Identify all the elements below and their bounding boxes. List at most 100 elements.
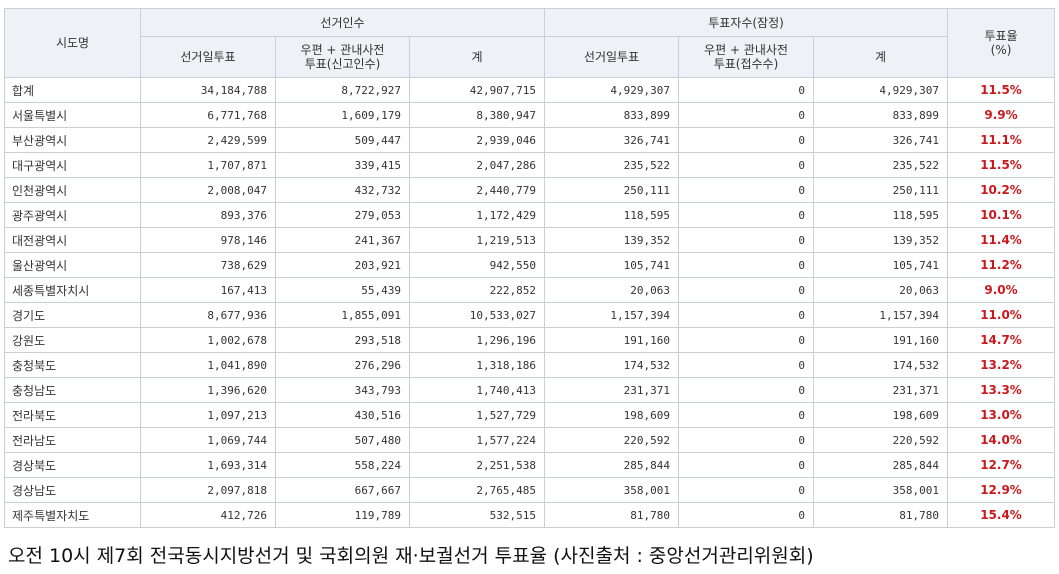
turnout-election-day-header: 선거일투표 — [544, 36, 680, 78]
electorate-postal-cell: 1,855,091 — [275, 302, 410, 328]
turnout-group-header: 투표자수(잠정) — [544, 8, 949, 37]
table-row: 경기도 8,677,936 1,855,091 10,533,027 1,157,394… — [4, 302, 1056, 328]
electorate-election-day-cell: 1,041,890 — [140, 352, 276, 378]
region-cell: 합계 — [4, 77, 141, 103]
electorate-total-cell: 2,939,046 — [408, 127, 546, 153]
turnout-postal-cell: 0 — [678, 102, 815, 128]
turnout-postal-cell: 0 — [678, 452, 815, 478]
turnout-election-day-cell: 833,899 — [544, 102, 680, 128]
turnout-total-cell: 358,001 — [813, 477, 949, 503]
electorate-election-day-cell: 167,413 — [140, 277, 276, 303]
electorate-election-day-cell: 1,707,871 — [140, 152, 276, 178]
electorate-total-cell: 942,550 — [408, 252, 546, 278]
electorate-group-header: 선거인수 — [139, 8, 546, 37]
electorate-election-day-cell: 978,146 — [140, 227, 276, 253]
turnout-total-cell: 198,609 — [813, 402, 949, 428]
region-cell: 전라남도 — [4, 427, 141, 453]
turnout-total-cell: 235,522 — [813, 152, 949, 178]
electorate-total-cell: 8,380,947 — [408, 102, 546, 128]
region-cell: 대전광역시 — [4, 227, 141, 253]
table-row: 합계 34,184,788 8,722,927 42,907,715 4,929,307… — [4, 77, 1056, 103]
turnout-postal-cell: 0 — [678, 352, 815, 378]
electorate-election-day-cell: 34,184,788 — [140, 77, 276, 103]
electorate-total-cell: 1,577,224 — [408, 427, 546, 453]
turnout-postal-cell: 0 — [678, 377, 815, 403]
electorate-postal-cell: 8,722,927 — [275, 77, 410, 103]
region-cell: 대구광역시 — [4, 152, 141, 178]
region-cell: 경기도 — [4, 302, 141, 328]
turnout-total-cell: 231,371 — [813, 377, 949, 403]
rate-header-line2: (%) — [990, 43, 1012, 57]
turnout-election-day-cell: 358,001 — [544, 477, 680, 503]
turnout-postal-cell: 0 — [678, 402, 815, 428]
turnout-election-day-cell: 174,532 — [544, 352, 680, 378]
electorate-postal-cell: 119,789 — [275, 502, 410, 528]
turnout-election-day-cell: 231,371 — [544, 377, 680, 403]
photo-caption: 오전 10시 제7회 전국동시지방선거 및 국회의원 재·보궐선거 투표율 (사… — [8, 545, 814, 567]
electorate-total-cell: 1,219,513 — [408, 227, 546, 253]
electorate-postal-cell: 432,732 — [275, 177, 410, 203]
electorate-election-day-cell: 1,693,314 — [140, 452, 276, 478]
turnout-total-cell: 191,160 — [813, 327, 949, 353]
turnout-postal-header-line2: 투표(접수수) — [713, 57, 779, 71]
region-cell: 충청북도 — [4, 352, 141, 378]
region-cell: 충청남도 — [4, 377, 141, 403]
electorate-total-cell: 1,318,186 — [408, 352, 546, 378]
region-cell: 전라북도 — [4, 402, 141, 428]
turnout-election-day-cell: 118,595 — [544, 202, 680, 228]
electorate-election-day-cell: 893,376 — [140, 202, 276, 228]
turnout-rate-cell: 14.0% — [947, 427, 1056, 453]
region-cell: 울산광역시 — [4, 252, 141, 278]
turnout-total-cell: 139,352 — [813, 227, 949, 253]
turnout-election-day-cell: 139,352 — [544, 227, 680, 253]
electorate-total-cell: 2,047,286 — [408, 152, 546, 178]
electorate-total-cell: 1,296,196 — [408, 327, 546, 353]
turnout-total-cell: 81,780 — [813, 502, 949, 528]
turnout-postal-cell: 0 — [678, 427, 815, 453]
turnout-election-day-cell: 285,844 — [544, 452, 680, 478]
electorate-election-day-cell: 412,726 — [140, 502, 276, 528]
turnout-rate-cell: 12.9% — [947, 477, 1056, 503]
turnout-election-day-cell: 81,780 — [544, 502, 680, 528]
electorate-total-cell: 532,515 — [408, 502, 546, 528]
electorate-postal-cell: 509,447 — [275, 127, 410, 153]
turnout-postal-cell: 0 — [678, 202, 815, 228]
turnout-postal-cell: 0 — [678, 152, 815, 178]
turnout-postal-cell: 0 — [678, 302, 815, 328]
turnout-postal-cell: 0 — [678, 127, 815, 153]
turnout-election-day-cell: 220,592 — [544, 427, 680, 453]
turnout-postal-cell: 0 — [678, 277, 815, 303]
turnout-total-cell: 118,595 — [813, 202, 949, 228]
turnout-rate-cell: 10.2% — [947, 177, 1056, 203]
turnout-rate-cell: 13.0% — [947, 402, 1056, 428]
electorate-election-day-cell: 1,097,213 — [140, 402, 276, 428]
electorate-election-day-cell: 1,002,678 — [140, 327, 276, 353]
turnout-total-cell: 220,592 — [813, 427, 949, 453]
electorate-postal-header: 우편 + 관내사전 투표(신고인수) — [275, 36, 410, 78]
electorate-postal-header-line1: 우편 + 관내사전 — [300, 43, 385, 57]
table-row: 서울특별시 6,771,768 1,609,179 8,380,947 833,899 0… — [4, 102, 1056, 128]
electorate-postal-cell: 241,367 — [275, 227, 410, 253]
electorate-postal-cell: 339,415 — [275, 152, 410, 178]
table-row: 제주특별자치도 412,726 119,789 532,515 81,780 0 81,78… — [4, 502, 1056, 528]
region-cell: 부산광역시 — [4, 127, 141, 153]
electorate-election-day-cell: 1,396,620 — [140, 377, 276, 403]
turnout-election-day-cell: 105,741 — [544, 252, 680, 278]
turnout-rate-cell: 11.4% — [947, 227, 1056, 253]
region-cell: 인천광역시 — [4, 177, 141, 203]
electorate-total-cell: 222,852 — [408, 277, 546, 303]
turnout-rate-cell: 11.5% — [947, 77, 1056, 103]
region-cell: 경상북도 — [4, 452, 141, 478]
electorate-total-cell: 10,533,027 — [408, 302, 546, 328]
electorate-postal-cell: 667,667 — [275, 477, 410, 503]
turnout-election-day-cell: 235,522 — [544, 152, 680, 178]
region-cell: 제주특별자치도 — [4, 502, 141, 528]
turnout-rate-cell: 9.9% — [947, 102, 1056, 128]
electorate-total-cell: 2,765,485 — [408, 477, 546, 503]
table-row: 전라남도 1,069,744 507,480 1,577,224 220,592 0 220… — [4, 427, 1056, 453]
electorate-postal-cell: 276,296 — [275, 352, 410, 378]
turnout-total-cell: 1,157,394 — [813, 302, 949, 328]
region-cell: 경상남도 — [4, 477, 141, 503]
turnout-rate-cell: 12.7% — [947, 452, 1056, 478]
turnout-rate-cell: 13.2% — [947, 352, 1056, 378]
